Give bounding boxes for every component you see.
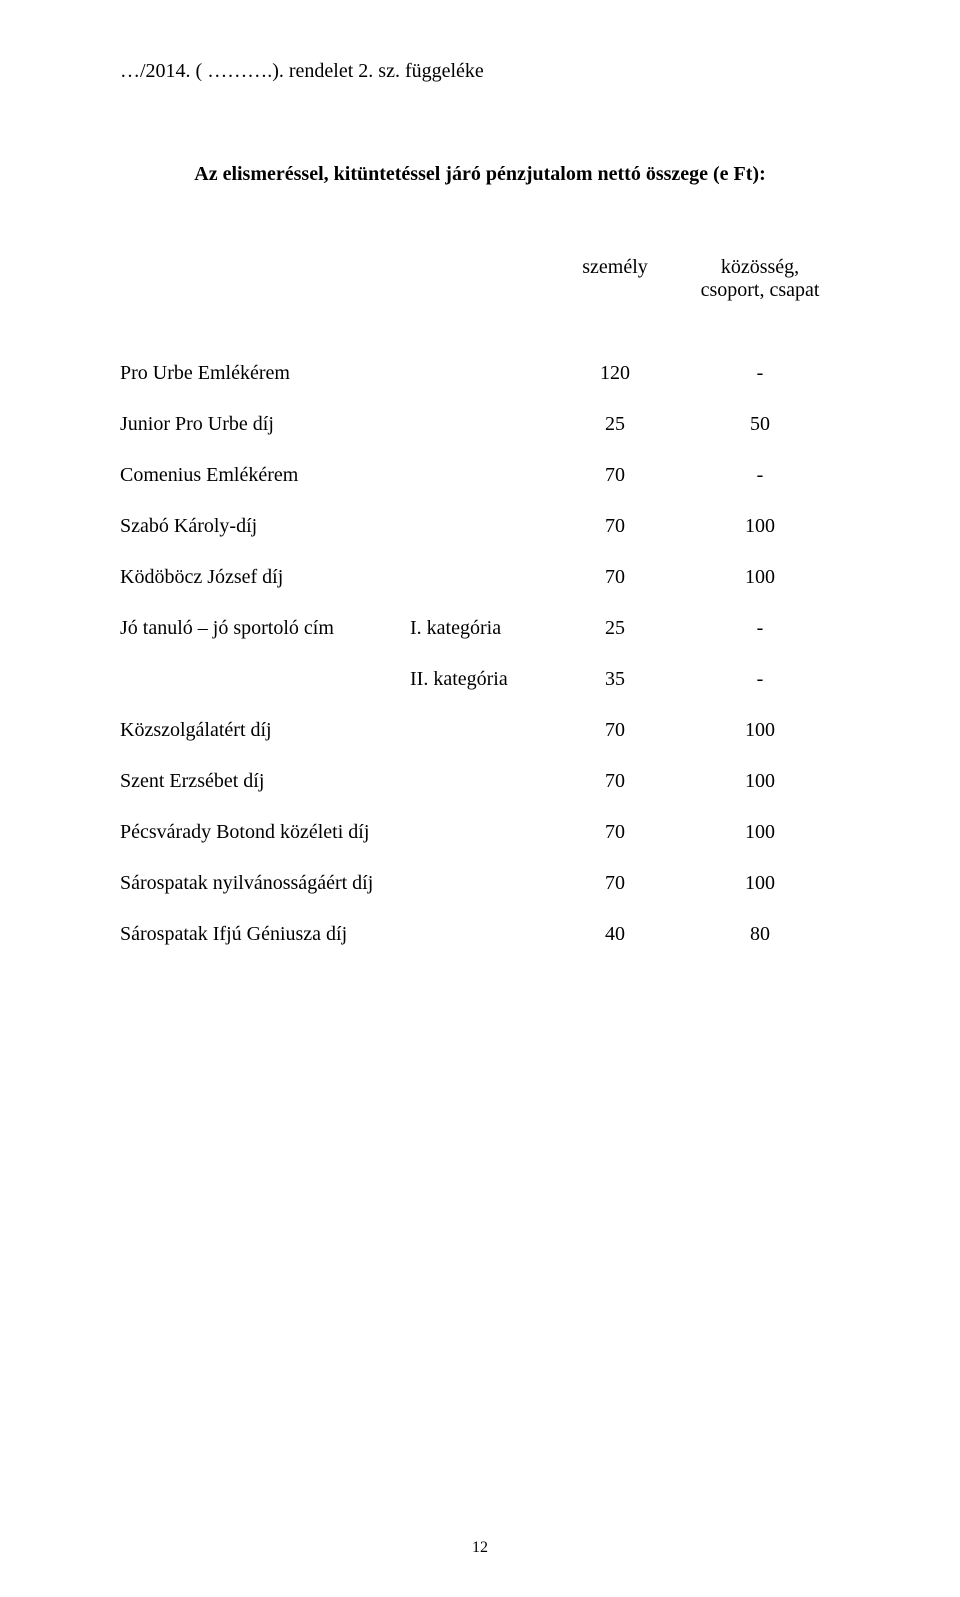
row-value-group: - bbox=[680, 464, 840, 487]
data-row: Junior Pro Urbe díj 2550 bbox=[120, 413, 840, 436]
row-category: II. kategória bbox=[410, 668, 550, 691]
row-label: Közszolgálatért díj bbox=[120, 719, 410, 742]
row-category: I. kategória bbox=[410, 617, 550, 640]
row-value-person: 25 bbox=[550, 617, 680, 640]
row-value-group: - bbox=[680, 617, 840, 640]
row-label: Szabó Károly-díj bbox=[120, 515, 410, 538]
column-header-group: közösség, csoport, csapat bbox=[680, 256, 840, 302]
row-value-person: 70 bbox=[550, 821, 680, 844]
row-value-group: 100 bbox=[680, 566, 840, 589]
row-label: Pro Urbe Emlékérem bbox=[120, 362, 410, 385]
row-value-person: 70 bbox=[550, 719, 680, 742]
data-row: Comenius Emlékérem 70- bbox=[120, 464, 840, 487]
row-value-person: 70 bbox=[550, 464, 680, 487]
row-label: Jó tanuló – jó sportoló cím bbox=[120, 617, 410, 640]
row-value-group: 100 bbox=[680, 872, 840, 895]
column-header-person: személy bbox=[550, 256, 680, 302]
row-value-group: 100 bbox=[680, 821, 840, 844]
row-value-group: 50 bbox=[680, 413, 840, 436]
column-header-spacer bbox=[120, 256, 550, 302]
row-value-group: 100 bbox=[680, 719, 840, 742]
row-value-person: 70 bbox=[550, 872, 680, 895]
title-line: Az elismeréssel, kitüntetéssel járó pénz… bbox=[120, 163, 840, 186]
data-row: Jó tanuló – jó sportoló címI. kategória2… bbox=[120, 617, 840, 640]
data-row: Pécsvárady Botond közéleti díj 70100 bbox=[120, 821, 840, 844]
row-label: Junior Pro Urbe díj bbox=[120, 413, 410, 436]
data-row: Közszolgálatért díj 70100 bbox=[120, 719, 840, 742]
row-label: Szent Erzsébet díj bbox=[120, 770, 410, 793]
data-row: Sárospatak Ifjú Géniusza díj 4080 bbox=[120, 923, 840, 946]
row-value-person: 35 bbox=[550, 668, 680, 691]
row-label: Pécsvárady Botond közéleti díj bbox=[120, 821, 410, 844]
row-label: Comenius Emlékérem bbox=[120, 464, 410, 487]
rows-container: Pro Urbe Emlékérem120-Junior Pro Urbe dí… bbox=[120, 362, 840, 946]
row-value-person: 70 bbox=[550, 515, 680, 538]
row-value-person: 120 bbox=[550, 362, 680, 385]
data-row: Szent Erzsébet díj 70100 bbox=[120, 770, 840, 793]
row-value-group: 100 bbox=[680, 515, 840, 538]
row-label: Sárospatak nyilvánosságáért díj bbox=[120, 872, 410, 895]
row-value-group: - bbox=[680, 668, 840, 691]
header-line: …/2014. ( ……….). rendelet 2. sz. függelé… bbox=[120, 60, 840, 83]
page-number: 12 bbox=[0, 1539, 960, 1557]
column-headers: személy közösség, csoport, csapat bbox=[120, 256, 840, 302]
data-row: Ködöböcz József díj 70100 bbox=[120, 566, 840, 589]
row-value-group: 80 bbox=[680, 923, 840, 946]
data-row: II. kategória35- bbox=[120, 668, 840, 691]
row-value-group: - bbox=[680, 362, 840, 385]
data-row: Szabó Károly-díj 70100 bbox=[120, 515, 840, 538]
row-label: Ködöböcz József díj bbox=[120, 566, 410, 589]
data-row: Sárospatak nyilvánosságáért díj 70100 bbox=[120, 872, 840, 895]
row-value-person: 70 bbox=[550, 770, 680, 793]
data-row: Pro Urbe Emlékérem 120- bbox=[120, 362, 840, 385]
row-label: Sárospatak Ifjú Géniusza díj bbox=[120, 923, 410, 946]
row-value-person: 25 bbox=[550, 413, 680, 436]
page: …/2014. ( ……….). rendelet 2. sz. függelé… bbox=[0, 0, 960, 1597]
row-value-person: 40 bbox=[550, 923, 680, 946]
row-value-group: 100 bbox=[680, 770, 840, 793]
row-value-person: 70 bbox=[550, 566, 680, 589]
